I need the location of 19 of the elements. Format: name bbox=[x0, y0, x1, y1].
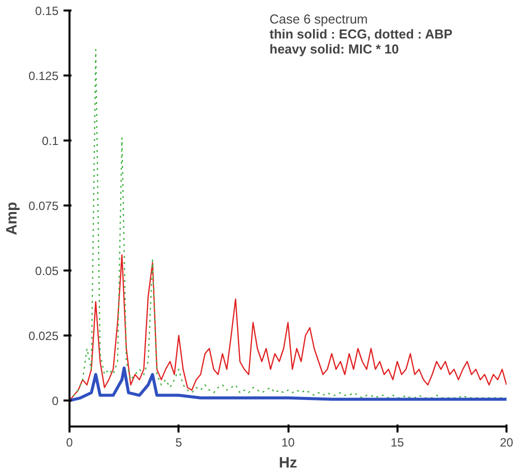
line-series bbox=[70, 254, 506, 402]
annotation: Case 6 spectrum bbox=[270, 12, 368, 26]
y-tick-label: 0.05 bbox=[35, 264, 59, 278]
annotation: heavy solid: MIC * 10 bbox=[270, 42, 399, 56]
x-tick-label: 15 bbox=[390, 436, 404, 450]
y-tick-label: 0.1 bbox=[42, 134, 59, 148]
y-tick-label: 0.125 bbox=[28, 69, 59, 83]
line-series bbox=[70, 366, 506, 402]
annotation: thin solid : ECG, dotted : ABP bbox=[270, 26, 453, 42]
x-tick-label: 20 bbox=[500, 436, 514, 450]
y-tick-label: 0.025 bbox=[28, 329, 59, 343]
y-axis-title: Amp bbox=[3, 202, 20, 236]
y-tick-label: 0.075 bbox=[28, 199, 59, 213]
y-tick-label: 0 bbox=[52, 394, 59, 408]
x-tick-label: 5 bbox=[175, 436, 182, 450]
x-tick-label: 0 bbox=[66, 436, 74, 450]
x-axis-title: Hz bbox=[278, 454, 298, 472]
x-tick-label: 10 bbox=[281, 436, 295, 450]
y-tick-label: 0.15 bbox=[35, 4, 59, 18]
